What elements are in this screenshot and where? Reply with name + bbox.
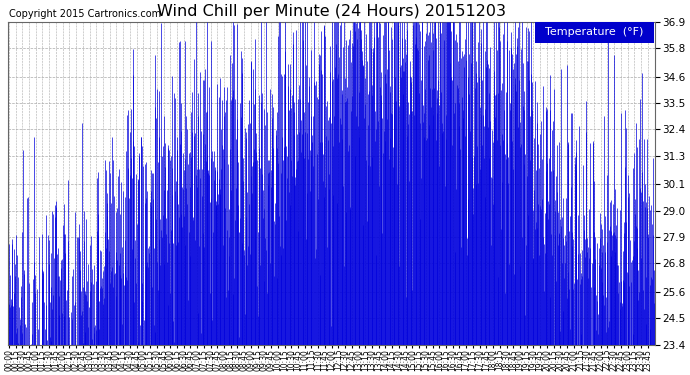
Title: Wind Chill per Minute (24 Hours) 20151203: Wind Chill per Minute (24 Hours) 2015120…	[157, 4, 506, 19]
Text: Copyright 2015 Cartronics.com: Copyright 2015 Cartronics.com	[8, 9, 161, 19]
